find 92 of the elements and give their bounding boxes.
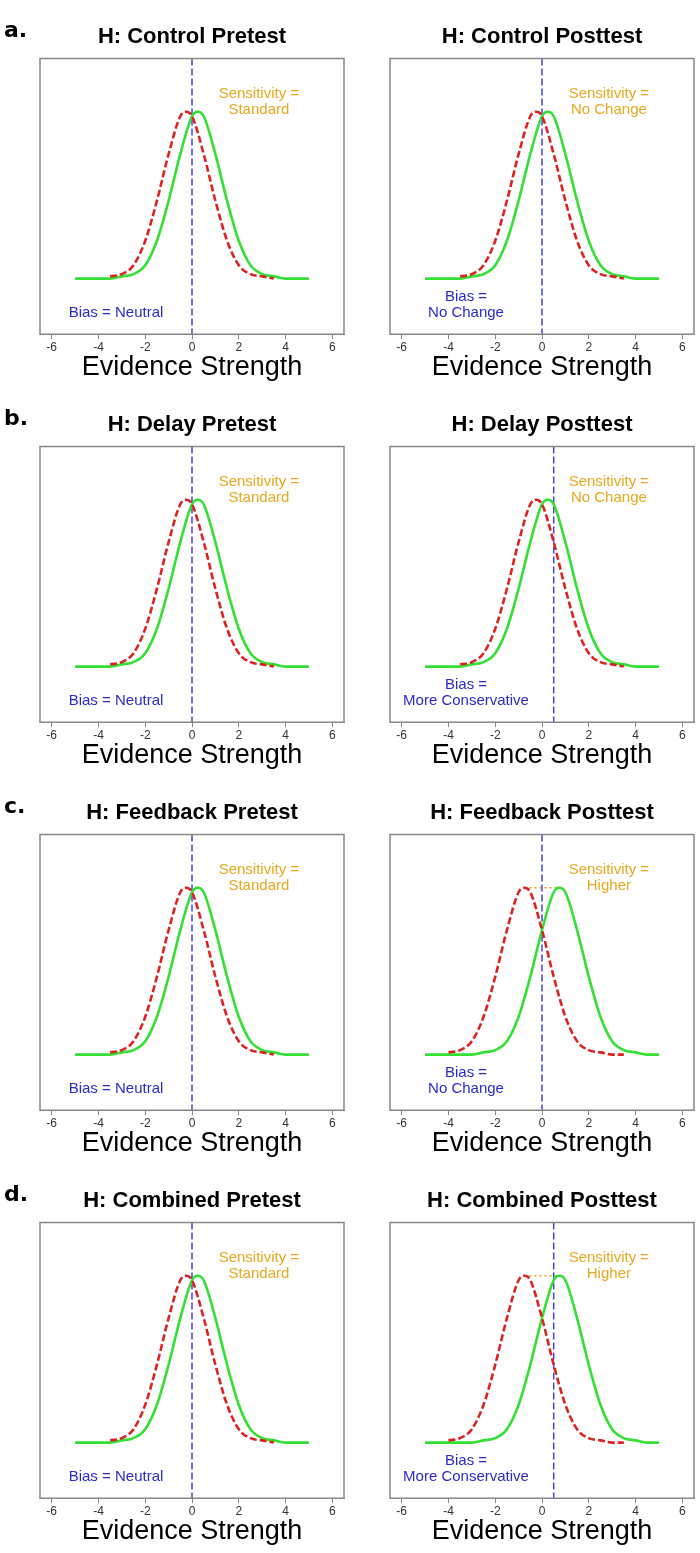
x-tick-label: 4	[282, 1503, 290, 1518]
x-axis-title: Evidence Strength	[431, 1515, 653, 1546]
x-tick-label: -6	[46, 1115, 58, 1130]
x-tick-label: 0	[538, 1115, 546, 1130]
x-tick-label: -4	[443, 1503, 455, 1518]
x-tick-label: -2	[489, 339, 501, 354]
x-tick-label: 4	[632, 1503, 640, 1518]
x-tick-label: 6	[678, 1503, 686, 1518]
x-tick-label: 4	[632, 727, 640, 742]
x-tick-label: -4	[443, 727, 455, 742]
x-tick-label: -4	[93, 1503, 105, 1518]
x-tick-label: 0	[188, 339, 196, 354]
annotation: Bias = No Change	[428, 287, 504, 321]
x-axis-title: Evidence Strength	[81, 351, 303, 382]
annotation: Sensitivity = Standard	[218, 83, 300, 117]
annotation: Bias = Neutral	[68, 1079, 164, 1097]
annotation: Sensitivity = No Change	[568, 83, 650, 117]
annotation: Sensitivity = Higher	[568, 1247, 650, 1281]
x-tick-label: -4	[93, 727, 105, 742]
x-tick-label: 2	[585, 727, 593, 742]
x-tick-label: -6	[46, 1503, 58, 1518]
x-tick-label: 0	[538, 1503, 546, 1518]
text: c.	[4, 792, 26, 818]
x-tick-label: 2	[235, 339, 243, 354]
x-tick-label: -6	[396, 339, 408, 354]
x-tick-label: 2	[235, 1503, 243, 1518]
annotation: Sensitivity = Standard	[218, 1247, 300, 1281]
x-tick-label: 6	[328, 1503, 336, 1518]
x-tick-label: 2	[585, 339, 593, 354]
x-tick-label: 2	[585, 1503, 593, 1518]
x-tick-label: -2	[489, 727, 501, 742]
x-tick-label: 0	[188, 1115, 196, 1130]
x-tick-label: -2	[139, 727, 151, 742]
x-tick-label: 6	[328, 1115, 336, 1130]
x-tick-label: 6	[678, 1115, 686, 1130]
x-tick-label: 2	[235, 727, 243, 742]
x-axis-title: Evidence Strength	[81, 1127, 303, 1158]
x-tick-label: 6	[328, 339, 336, 354]
x-axis-title: Evidence Strength	[431, 739, 653, 770]
x-tick-label: 4	[282, 727, 290, 742]
chart-title: H: Delay Posttest	[451, 411, 634, 437]
x-tick-label: -2	[139, 339, 151, 354]
x-tick-label: -6	[396, 1503, 408, 1518]
x-tick-label: 0	[188, 1503, 196, 1518]
x-tick-label: 6	[328, 727, 336, 742]
x-tick-label: -4	[93, 1115, 105, 1130]
x-tick-label: -6	[46, 727, 58, 742]
x-axis-title: Evidence Strength	[431, 1127, 653, 1158]
x-tick-label: 4	[632, 1115, 640, 1130]
chart-title: H: Combined Pretest	[83, 1187, 302, 1213]
annotation: Sensitivity = Standard	[218, 471, 300, 505]
x-tick-label: -6	[396, 1115, 408, 1130]
x-tick-label: 6	[678, 339, 686, 354]
annotation: Bias = More Conservative	[403, 675, 529, 709]
x-tick-label: 4	[282, 339, 290, 354]
x-axis-title: Evidence Strength	[431, 351, 653, 382]
x-tick-label: -2	[489, 1115, 501, 1130]
chart-title: H: Control Posttest	[441, 23, 643, 49]
x-tick-label: 6	[678, 727, 686, 742]
x-tick-label: 2	[235, 1115, 243, 1130]
x-tick-label: -2	[139, 1503, 151, 1518]
annotation: Bias = Neutral	[68, 691, 164, 709]
x-tick-label: -6	[396, 727, 408, 742]
x-tick-label: 0	[188, 727, 196, 742]
chart-title: H: Control Pretest	[97, 23, 287, 49]
chart-title: H: Delay Pretest	[107, 411, 278, 437]
x-tick-label: -4	[93, 339, 105, 354]
annotation: Bias = Neutral	[68, 303, 164, 321]
x-axis-title: Evidence Strength	[81, 739, 303, 770]
x-tick-label: 0	[538, 727, 546, 742]
x-tick-label: 2	[585, 1115, 593, 1130]
text: d.	[4, 1180, 29, 1206]
annotation: Sensitivity = Higher	[568, 859, 650, 893]
x-tick-label: 4	[282, 1115, 290, 1130]
annotation: Sensitivity = Standard	[218, 859, 300, 893]
x-tick-label: -2	[489, 1503, 501, 1518]
x-tick-label: -4	[443, 339, 455, 354]
x-tick-label: -4	[443, 1115, 455, 1130]
text: a.	[4, 16, 28, 42]
x-tick-label: -6	[46, 339, 58, 354]
x-axis-title: Evidence Strength	[81, 1515, 303, 1546]
x-tick-label: 4	[632, 339, 640, 354]
chart-title: H: Combined Posttest	[427, 1187, 658, 1213]
chart-title: H: Feedback Pretest	[86, 799, 299, 825]
annotation: Bias = No Change	[428, 1063, 504, 1097]
x-tick-label: 0	[538, 339, 546, 354]
annotation: Bias = Neutral	[68, 1467, 164, 1485]
chart-title: H: Feedback Posttest	[430, 799, 655, 825]
text: b.	[4, 404, 29, 430]
x-tick-label: -2	[139, 1115, 151, 1130]
annotation: Sensitivity = No Change	[568, 471, 650, 505]
annotation: Bias = More Conservative	[403, 1451, 529, 1485]
